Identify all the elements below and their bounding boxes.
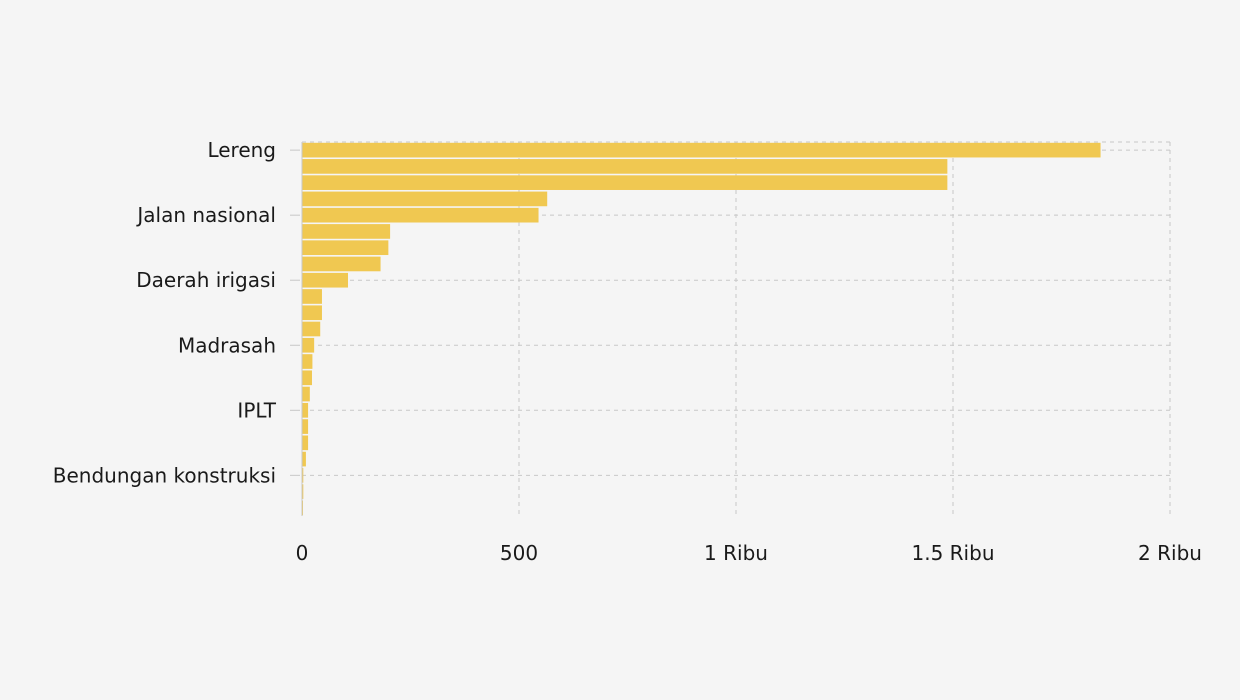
bar: [302, 468, 304, 483]
bar: [302, 224, 391, 239]
y-axis: Lereng Jalan nasional Daerah irigasi Madras…: [53, 138, 303, 516]
bar: [302, 419, 309, 434]
y-tick-label: Bendungan konstruksi: [53, 463, 276, 487]
y-tick-label: Daerah irigasi: [136, 268, 276, 292]
bar: [302, 272, 349, 288]
bar: [302, 451, 306, 467]
y-tick-label: IPLT: [237, 398, 276, 422]
bar: [302, 354, 313, 369]
x-tick-label: 0: [296, 541, 309, 565]
bars-layer: [302, 142, 1101, 516]
x-tick-label: 500: [500, 541, 538, 565]
y-tick-label: Jalan nasional: [135, 203, 276, 227]
bar: [302, 289, 322, 304]
bar: [302, 142, 1101, 158]
bar: [302, 256, 381, 272]
x-axis: 0 500 1 Ribu 1.5 Ribu 2 Ribu: [296, 541, 1202, 565]
bar: [302, 191, 548, 207]
x-tick-label: 1.5 Ribu: [912, 541, 995, 565]
bar: [302, 435, 309, 451]
bar: [302, 386, 310, 402]
x-tick-label: 1 Ribu: [704, 541, 768, 565]
bar: [302, 175, 948, 190]
bar: [302, 159, 948, 174]
bar: [302, 207, 539, 223]
y-tick-label: Lereng: [207, 138, 276, 162]
y-tick-label: Madrasah: [178, 333, 276, 357]
bar: [302, 402, 309, 418]
bar: [302, 240, 389, 256]
x-tick-label: 2 Ribu: [1138, 541, 1202, 565]
bar: [302, 370, 312, 386]
bar: [302, 305, 322, 321]
bar: [302, 337, 315, 353]
bar: [302, 484, 304, 499]
bar: [302, 321, 321, 337]
